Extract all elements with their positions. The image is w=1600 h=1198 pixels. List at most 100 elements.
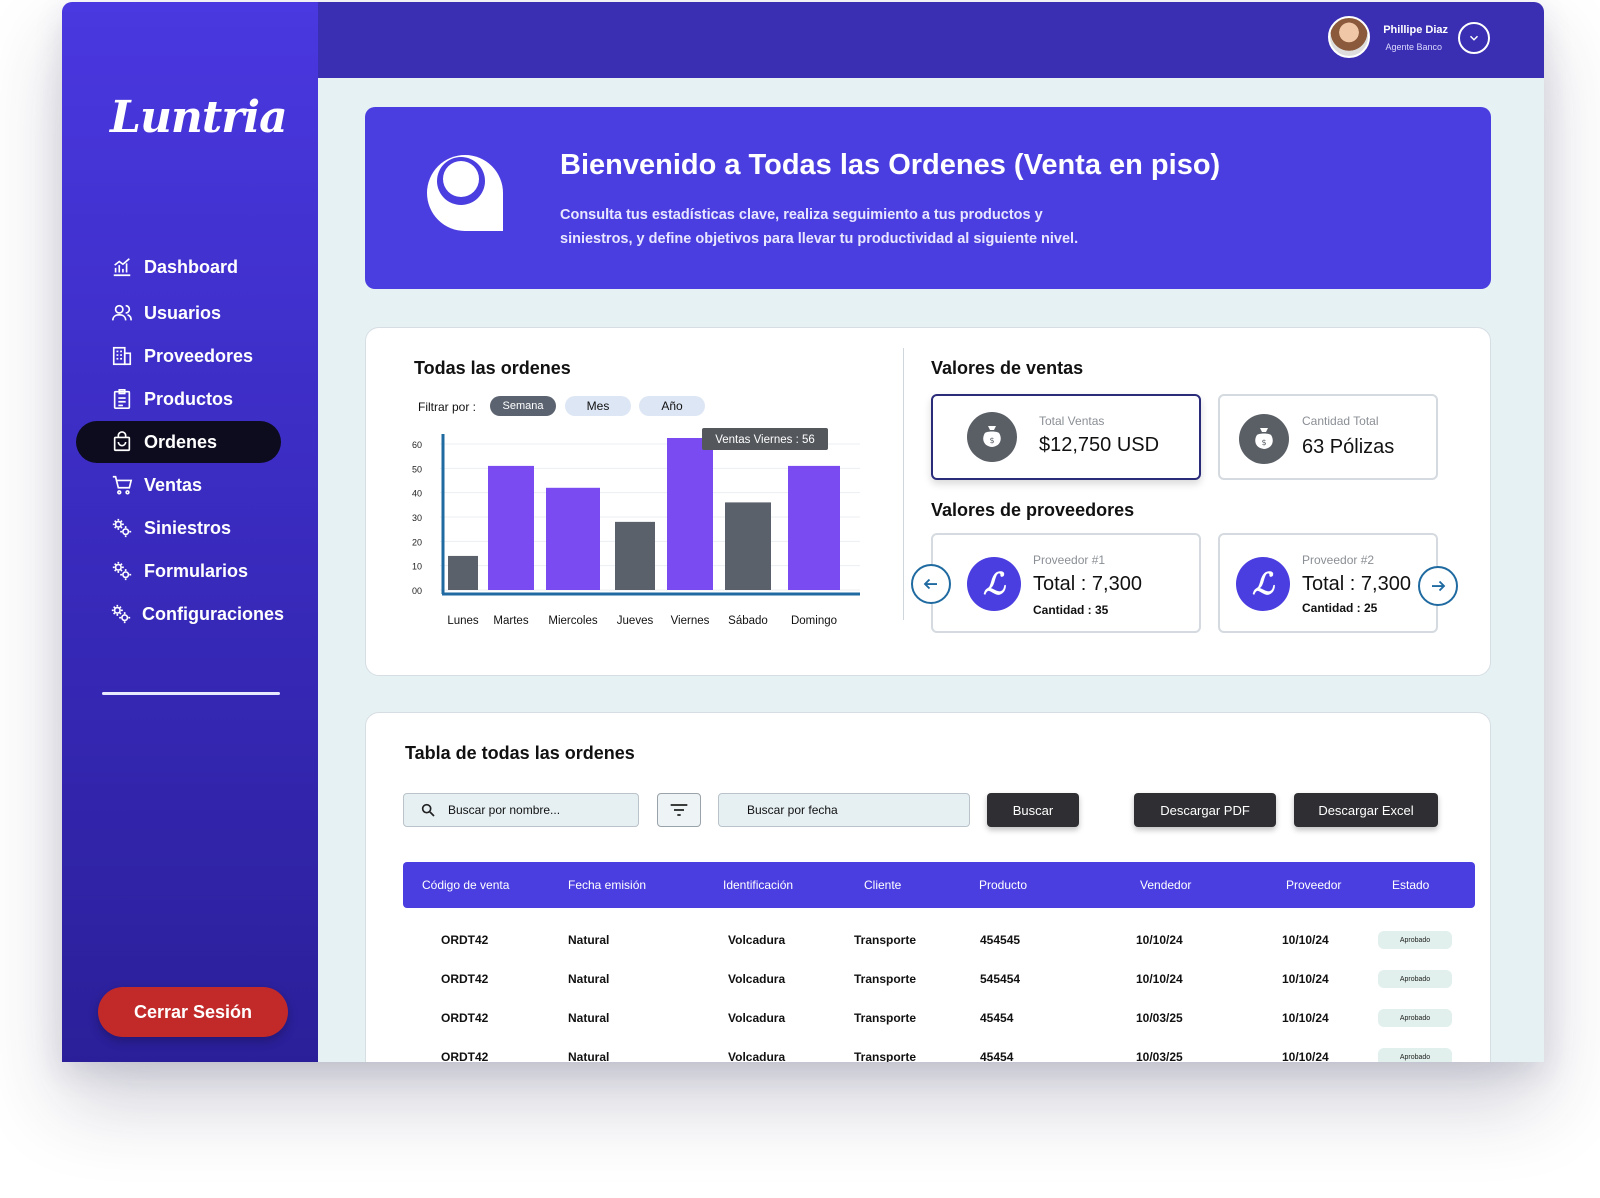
column-header[interactable]: Vendedor: [1140, 878, 1192, 892]
orders-table-card: Tabla de todas las ordenes Buscar por no…: [365, 712, 1491, 1062]
status-badge: Aprobado: [1378, 1009, 1452, 1027]
search-name-placeholder: Buscar por nombre...: [448, 803, 561, 817]
search-date-placeholder: Buscar por fecha: [747, 803, 838, 817]
y-tick-label: 50: [412, 464, 422, 474]
bar: [448, 555, 478, 590]
cell: Volcadura: [728, 1011, 786, 1025]
money-bag-icon: $: [967, 412, 1017, 462]
sidebar-item-dashboard[interactable]: Dashboard: [76, 246, 281, 288]
bar: [615, 521, 655, 590]
filter-mes[interactable]: Mes: [565, 396, 631, 416]
banner-text: Consulta tus estadísticas clave, realiza…: [560, 207, 1079, 247]
provider-card[interactable]: ℒ Proveedor #1 Total : 7,300 Cantidad : …: [931, 533, 1201, 633]
arrow-right-icon: [1432, 580, 1446, 592]
sidebar-item-productos[interactable]: Productos: [76, 378, 281, 420]
x-tick-label: Jueves: [617, 615, 654, 627]
user-role: Agente Banco: [1385, 42, 1442, 52]
table-row[interactable]: ORDT42 Natural Volcadura Transporte 5454…: [366, 962, 1492, 1000]
column-header[interactable]: Estado: [1392, 878, 1430, 892]
avatar[interactable]: [1328, 16, 1370, 58]
provider-logo-icon: ℒ: [1236, 557, 1290, 611]
cell: 10/03/25: [1136, 1050, 1183, 1062]
total-qty-value: 63 Pólizas: [1302, 436, 1395, 458]
status-badge: Aprobado: [1378, 1048, 1452, 1062]
sidebar-item-label: Dashboard: [144, 256, 239, 277]
cell: ORDT42: [441, 972, 489, 986]
x-tick-label: Miercoles: [548, 615, 597, 627]
column-header[interactable]: Cliente: [864, 878, 902, 892]
bar: [725, 502, 771, 590]
cell: Natural: [568, 1011, 610, 1025]
column-header[interactable]: Producto: [979, 878, 1028, 892]
cell: Transporte: [854, 1050, 917, 1062]
chart-tooltip-text: Ventas Viernes : 56: [715, 434, 815, 446]
sidebar-item-proveedores[interactable]: Proveedores: [76, 335, 281, 377]
provider-logo-icon: ℒ: [967, 557, 1021, 611]
money-bag-icon: $: [1239, 414, 1289, 464]
filter-button[interactable]: [657, 793, 701, 827]
column-header[interactable]: Proveedor: [1286, 878, 1342, 892]
sidebar-item-ordenes[interactable]: Ordenes: [76, 421, 281, 463]
table-row[interactable]: ORDT42 Natural Volcadura Transporte 4545…: [366, 1040, 1492, 1062]
sidebar-item-label: Usuarios: [144, 302, 222, 323]
sidebar-item-siniestros[interactable]: Siniestros: [76, 507, 281, 549]
cell: 45454: [980, 1011, 1014, 1025]
filter-ano[interactable]: Año: [639, 396, 705, 416]
svg-text:$: $: [989, 436, 994, 445]
logout-button[interactable]: Cerrar Sesión: [98, 987, 288, 1037]
column-header[interactable]: Fecha emisión: [568, 878, 647, 892]
cell: 45454: [980, 1050, 1014, 1062]
total-sales-box[interactable]: $ Total Ventas $12,750 USD: [931, 394, 1201, 480]
gears-icon: [110, 559, 134, 583]
total-qty-box[interactable]: $ Cantidad Total 63 Pólizas: [1218, 394, 1438, 480]
cell: Natural: [568, 972, 610, 986]
logo: Luntria: [110, 92, 288, 143]
cell: 10/03/25: [1136, 1011, 1183, 1025]
filter-semana[interactable]: Semana: [490, 396, 556, 416]
gears-icon: [110, 516, 134, 540]
next-provider-button[interactable]: [1418, 566, 1458, 606]
table-row[interactable]: ORDT42 Natural Volcadura Transporte 4545…: [366, 923, 1492, 961]
x-tick-label: Domingo: [791, 615, 837, 627]
download-pdf-button[interactable]: Descargar PDF: [1134, 793, 1276, 827]
welcome-banner: Bienvenido a Todas las Ordenes (Venta en…: [365, 107, 1491, 289]
sidebar-item-label: Proveedores: [144, 345, 254, 366]
cell: ORDT42: [441, 933, 489, 947]
provider-label: Proveedor #2: [1302, 553, 1375, 567]
sidebar-item-configuraciones[interactable]: Configuraciones: [76, 593, 284, 635]
banner-title: Bienvenido a Todas las Ordenes (Venta en…: [560, 149, 1221, 181]
sidebar-item-usuarios[interactable]: Usuarios: [76, 292, 281, 334]
bar: [488, 465, 534, 590]
search-date-input[interactable]: Buscar por fecha: [718, 793, 970, 827]
y-tick-label: 60: [412, 440, 422, 450]
status-badge: Aprobado: [1378, 970, 1452, 988]
cell: 10/10/24: [1282, 1011, 1329, 1025]
provider-card[interactable]: ℒ Proveedor #2 Total : 7,300 Cantidad : …: [1218, 533, 1438, 633]
status-badge: Aprobado: [1378, 931, 1452, 949]
search-name-input[interactable]: Buscar por nombre...: [403, 793, 639, 827]
download-excel-button[interactable]: Descargar Excel: [1294, 793, 1438, 827]
filter-label: Filtrar por :: [418, 400, 477, 414]
bar: [667, 438, 713, 590]
bar: [788, 465, 840, 590]
chevron-down-icon: [1469, 35, 1479, 41]
svg-text:$: $: [1261, 438, 1266, 447]
user-menu-button[interactable]: [1458, 22, 1490, 54]
gears-icon: [110, 602, 132, 626]
y-tick-label: 20: [412, 537, 422, 547]
arrow-left-icon: [923, 578, 937, 590]
sidebar-item-label: Siniestros: [144, 517, 232, 538]
cell: Volcadura: [728, 1050, 786, 1062]
prev-provider-button[interactable]: [911, 564, 951, 604]
search-button[interactable]: Buscar: [987, 793, 1079, 827]
cell: 10/10/24: [1282, 1050, 1329, 1062]
column-header[interactable]: Identificación: [723, 878, 794, 892]
sidebar-item-ventas[interactable]: Ventas: [76, 464, 281, 506]
providers-title: Valores de proveedores: [931, 500, 1135, 520]
column-header[interactable]: Código de venta: [422, 878, 510, 892]
x-tick-label: Martes: [493, 615, 528, 627]
table-row[interactable]: ORDT42 Natural Volcadura Transporte 4545…: [366, 1001, 1492, 1039]
cell: 10/10/24: [1282, 972, 1329, 986]
cart-icon: [110, 473, 134, 497]
sidebar-item-formularios[interactable]: Formularios: [76, 550, 281, 592]
